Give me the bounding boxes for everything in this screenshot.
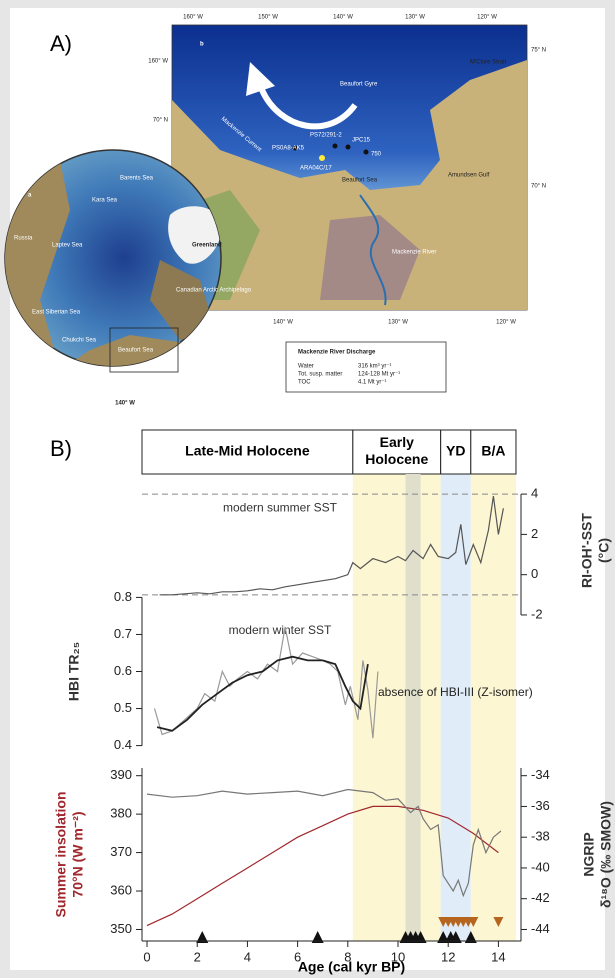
y-tick-label: 4: [531, 486, 538, 501]
y-tick-label: 2: [531, 526, 538, 541]
shading-band: [406, 474, 421, 941]
place-label: Chukchi Sea: [62, 338, 97, 344]
lon-label: 120° W: [496, 320, 516, 326]
place-label: Laptev Sea: [52, 243, 83, 249]
y-tick-label: 380: [110, 806, 132, 821]
lon-label: 140° W: [333, 15, 353, 21]
place-label: M'Clure Strait: [470, 60, 506, 66]
y-tick-label: -42: [531, 890, 550, 905]
y-tick-label: -38: [531, 829, 550, 844]
lon-label: 140° W: [273, 320, 293, 326]
lat-label: 70° N: [531, 184, 546, 190]
place-label: Russia: [14, 236, 33, 242]
period-label: Late-Mid Holocene: [185, 443, 310, 459]
y-tick-label: -44: [531, 921, 550, 936]
site-label: PS72/291-2: [310, 133, 342, 139]
panel-label: B): [50, 436, 72, 461]
box-value: 316 km³ yr⁻¹: [358, 364, 392, 370]
site: [364, 150, 369, 155]
x-tick-label: 4: [244, 949, 251, 964]
place-label: Barents Sea: [120, 176, 154, 182]
period-label: B/A: [481, 443, 505, 459]
y-axis-label: (°C): [596, 538, 612, 563]
y-axis-label: RI-OH'-SST: [579, 513, 595, 588]
site: [333, 144, 338, 149]
y-axis-label: 70°N (W m⁻²): [70, 811, 86, 897]
lon-label: 130° W: [388, 320, 408, 326]
site: [346, 145, 351, 150]
y-axis-label: HBI TR₂₅: [66, 642, 82, 701]
y-tick-label: 0.8: [114, 589, 132, 604]
y-tick-label: 390: [110, 767, 132, 782]
place-label: Amundsen Gulf: [448, 173, 490, 179]
period-band: [353, 474, 441, 941]
place-label: Beaufort Sea: [118, 348, 154, 354]
y-tick-label: -40: [531, 859, 550, 874]
y-tick-label: 0.7: [114, 626, 132, 641]
y-tick-label: 0.6: [114, 663, 132, 678]
y-tick-label: 350: [110, 921, 132, 936]
annotation: absence of HBI-III (Z-isomer): [378, 685, 533, 699]
x-tick-label: 0: [143, 949, 150, 964]
x-tick-label: 12: [441, 949, 455, 964]
lon-label: 160° W: [183, 15, 203, 21]
y-tick-label: -36: [531, 798, 550, 813]
lon-label: 140° W: [115, 401, 135, 407]
place-label: East Siberian Sea: [32, 310, 81, 316]
place-label: Greenland: [192, 243, 222, 249]
y-tick-label: -2: [531, 606, 543, 621]
y-tick-label: -34: [531, 767, 550, 782]
site-label: 750: [371, 152, 382, 158]
box-key: Water: [298, 364, 314, 370]
lat-label: 160° W: [148, 59, 168, 65]
y-axis-label: δ¹⁸O (‰ SMOW): [598, 801, 614, 908]
reference-label: modern summer SST: [223, 500, 338, 514]
panel-label: A): [50, 31, 72, 56]
map-label: b: [200, 42, 204, 48]
place-label: Mackenzie River: [392, 250, 436, 256]
y-tick-label: 360: [110, 882, 132, 897]
box-value: 4.1 Mt yr⁻¹: [358, 380, 387, 386]
period-band: [471, 474, 516, 941]
y-axis-label: NGRIP: [581, 832, 597, 876]
x-tick-label: 14: [491, 949, 505, 964]
box-title: Mackenzie River Discharge: [298, 350, 376, 356]
site-label: PS0A8-AK5: [272, 146, 305, 152]
lat-label: 75° N: [531, 48, 546, 54]
period-label: Holocene: [365, 451, 428, 467]
y-axis-label: Summer insolation: [53, 791, 69, 917]
lat-label: 70° N: [153, 118, 168, 124]
x-axis-label: Age (cal kyr BP): [298, 959, 405, 975]
discharge-box: Mackenzie River Discharge Water 316 km³ …: [286, 342, 446, 392]
lon-label: 130° W: [405, 15, 425, 21]
site-label: JPC15: [352, 138, 371, 144]
place-label: Kara Sea: [92, 198, 118, 204]
y-tick-label: 0: [531, 566, 538, 581]
box-key: TOC: [298, 380, 311, 386]
period-band: [142, 474, 353, 941]
period-label: Early: [380, 434, 414, 450]
place-label: Beaufort Gyre: [340, 82, 378, 88]
place-label: Alaska: [100, 382, 119, 388]
site-label: ARA04C/17: [300, 166, 332, 172]
box-value: 124-128 Mt yr⁻¹: [358, 372, 400, 378]
period-label: YD: [446, 443, 465, 459]
reference-label: modern winter SST: [229, 623, 332, 637]
box-key: Tot. susp. matter: [298, 372, 342, 378]
y-tick-label: 0.4: [114, 737, 132, 752]
period-band: [441, 474, 471, 941]
site: [319, 155, 325, 161]
y-tick-label: 0.5: [114, 700, 132, 715]
place-label: Beaufort Sea: [342, 178, 378, 184]
figure: A) b Beaufort Gyre M'Clure Strait Amunds…: [0, 0, 615, 978]
x-tick-label: 2: [194, 949, 201, 964]
lon-label: 120° W: [477, 15, 497, 21]
place-label: Canadian Arctic Archipelago: [176, 288, 252, 294]
place-label: Canada: [165, 380, 187, 386]
lon-label: 150° W: [258, 15, 278, 21]
y-tick-label: 370: [110, 844, 132, 859]
